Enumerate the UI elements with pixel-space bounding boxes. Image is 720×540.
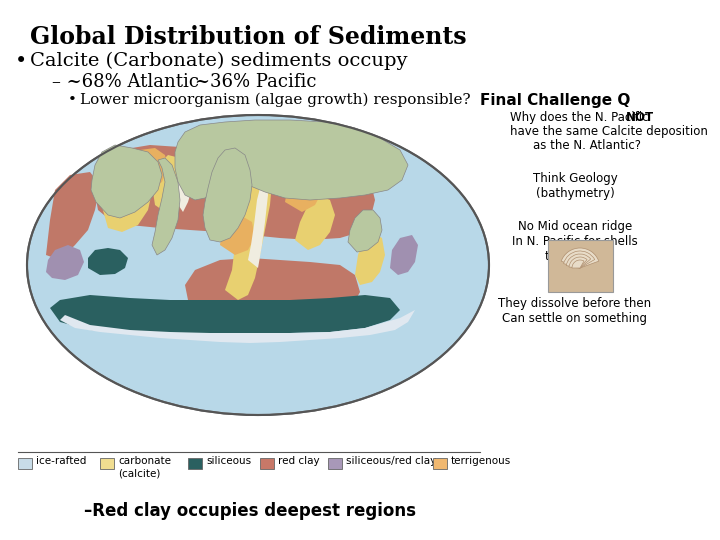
Polygon shape bbox=[152, 158, 180, 255]
Text: red clay: red clay bbox=[278, 456, 320, 466]
Bar bbox=[188, 458, 202, 469]
Wedge shape bbox=[566, 254, 590, 268]
Text: have the same Calcite deposition: have the same Calcite deposition bbox=[510, 125, 708, 138]
Polygon shape bbox=[225, 168, 272, 300]
Text: terrigenous: terrigenous bbox=[451, 456, 511, 466]
Polygon shape bbox=[46, 245, 84, 280]
Wedge shape bbox=[569, 257, 587, 268]
Bar bbox=[328, 458, 342, 469]
Polygon shape bbox=[130, 148, 168, 190]
Wedge shape bbox=[572, 260, 584, 268]
Bar bbox=[18, 458, 32, 469]
Text: NOT: NOT bbox=[626, 111, 654, 124]
Ellipse shape bbox=[27, 115, 489, 415]
Text: carbonate: carbonate bbox=[118, 456, 171, 466]
Polygon shape bbox=[390, 235, 418, 275]
Polygon shape bbox=[50, 295, 400, 334]
Text: Global Distribution of Sediments: Global Distribution of Sediments bbox=[30, 25, 467, 49]
Polygon shape bbox=[175, 120, 408, 200]
Wedge shape bbox=[561, 248, 599, 268]
Polygon shape bbox=[46, 172, 100, 260]
Polygon shape bbox=[220, 215, 255, 255]
Text: Calcite (Carbonate) sediments occupy: Calcite (Carbonate) sediments occupy bbox=[30, 52, 408, 70]
Polygon shape bbox=[295, 195, 335, 250]
Polygon shape bbox=[152, 155, 188, 212]
Text: siliceous: siliceous bbox=[206, 456, 251, 466]
Polygon shape bbox=[60, 310, 415, 343]
Text: Final Challenge Q: Final Challenge Q bbox=[480, 93, 630, 108]
Text: Think Geology
(bathymetry): Think Geology (bathymetry) bbox=[533, 172, 617, 200]
Text: (calcite): (calcite) bbox=[118, 468, 161, 478]
Polygon shape bbox=[100, 158, 152, 232]
Text: They dissolve before then
Can settle on something: They dissolve before then Can settle on … bbox=[498, 297, 652, 325]
Polygon shape bbox=[203, 148, 252, 242]
Text: ~36% Pacific: ~36% Pacific bbox=[195, 73, 317, 91]
Bar bbox=[548, 240, 613, 292]
Text: – ~68% Atlantic: – ~68% Atlantic bbox=[52, 73, 199, 91]
Polygon shape bbox=[348, 210, 382, 252]
Bar bbox=[260, 458, 274, 469]
Text: as the N. Atlantic?: as the N. Atlantic? bbox=[533, 139, 641, 152]
Polygon shape bbox=[248, 178, 268, 268]
Text: –Red clay occupies deepest regions: –Red clay occupies deepest regions bbox=[84, 502, 416, 520]
Polygon shape bbox=[88, 248, 128, 275]
Polygon shape bbox=[285, 168, 322, 212]
Text: •: • bbox=[68, 93, 77, 107]
Bar bbox=[433, 458, 447, 469]
Polygon shape bbox=[185, 258, 360, 328]
Polygon shape bbox=[355, 232, 385, 285]
Text: No Mid ocean ridge
In N. Pacific for shells
to land on: No Mid ocean ridge In N. Pacific for she… bbox=[512, 220, 638, 263]
Text: Why does the N. Pacific: Why does the N. Pacific bbox=[510, 111, 652, 124]
Text: •: • bbox=[15, 52, 27, 71]
Polygon shape bbox=[94, 145, 375, 240]
Polygon shape bbox=[91, 145, 162, 218]
Text: Lower microorganism (algae growth) responsible?: Lower microorganism (algae growth) respo… bbox=[80, 93, 471, 107]
Text: ice-rafted: ice-rafted bbox=[36, 456, 86, 466]
Text: siliceous/red clay: siliceous/red clay bbox=[346, 456, 436, 466]
Bar bbox=[100, 458, 114, 469]
Wedge shape bbox=[564, 251, 595, 268]
Polygon shape bbox=[175, 162, 194, 212]
